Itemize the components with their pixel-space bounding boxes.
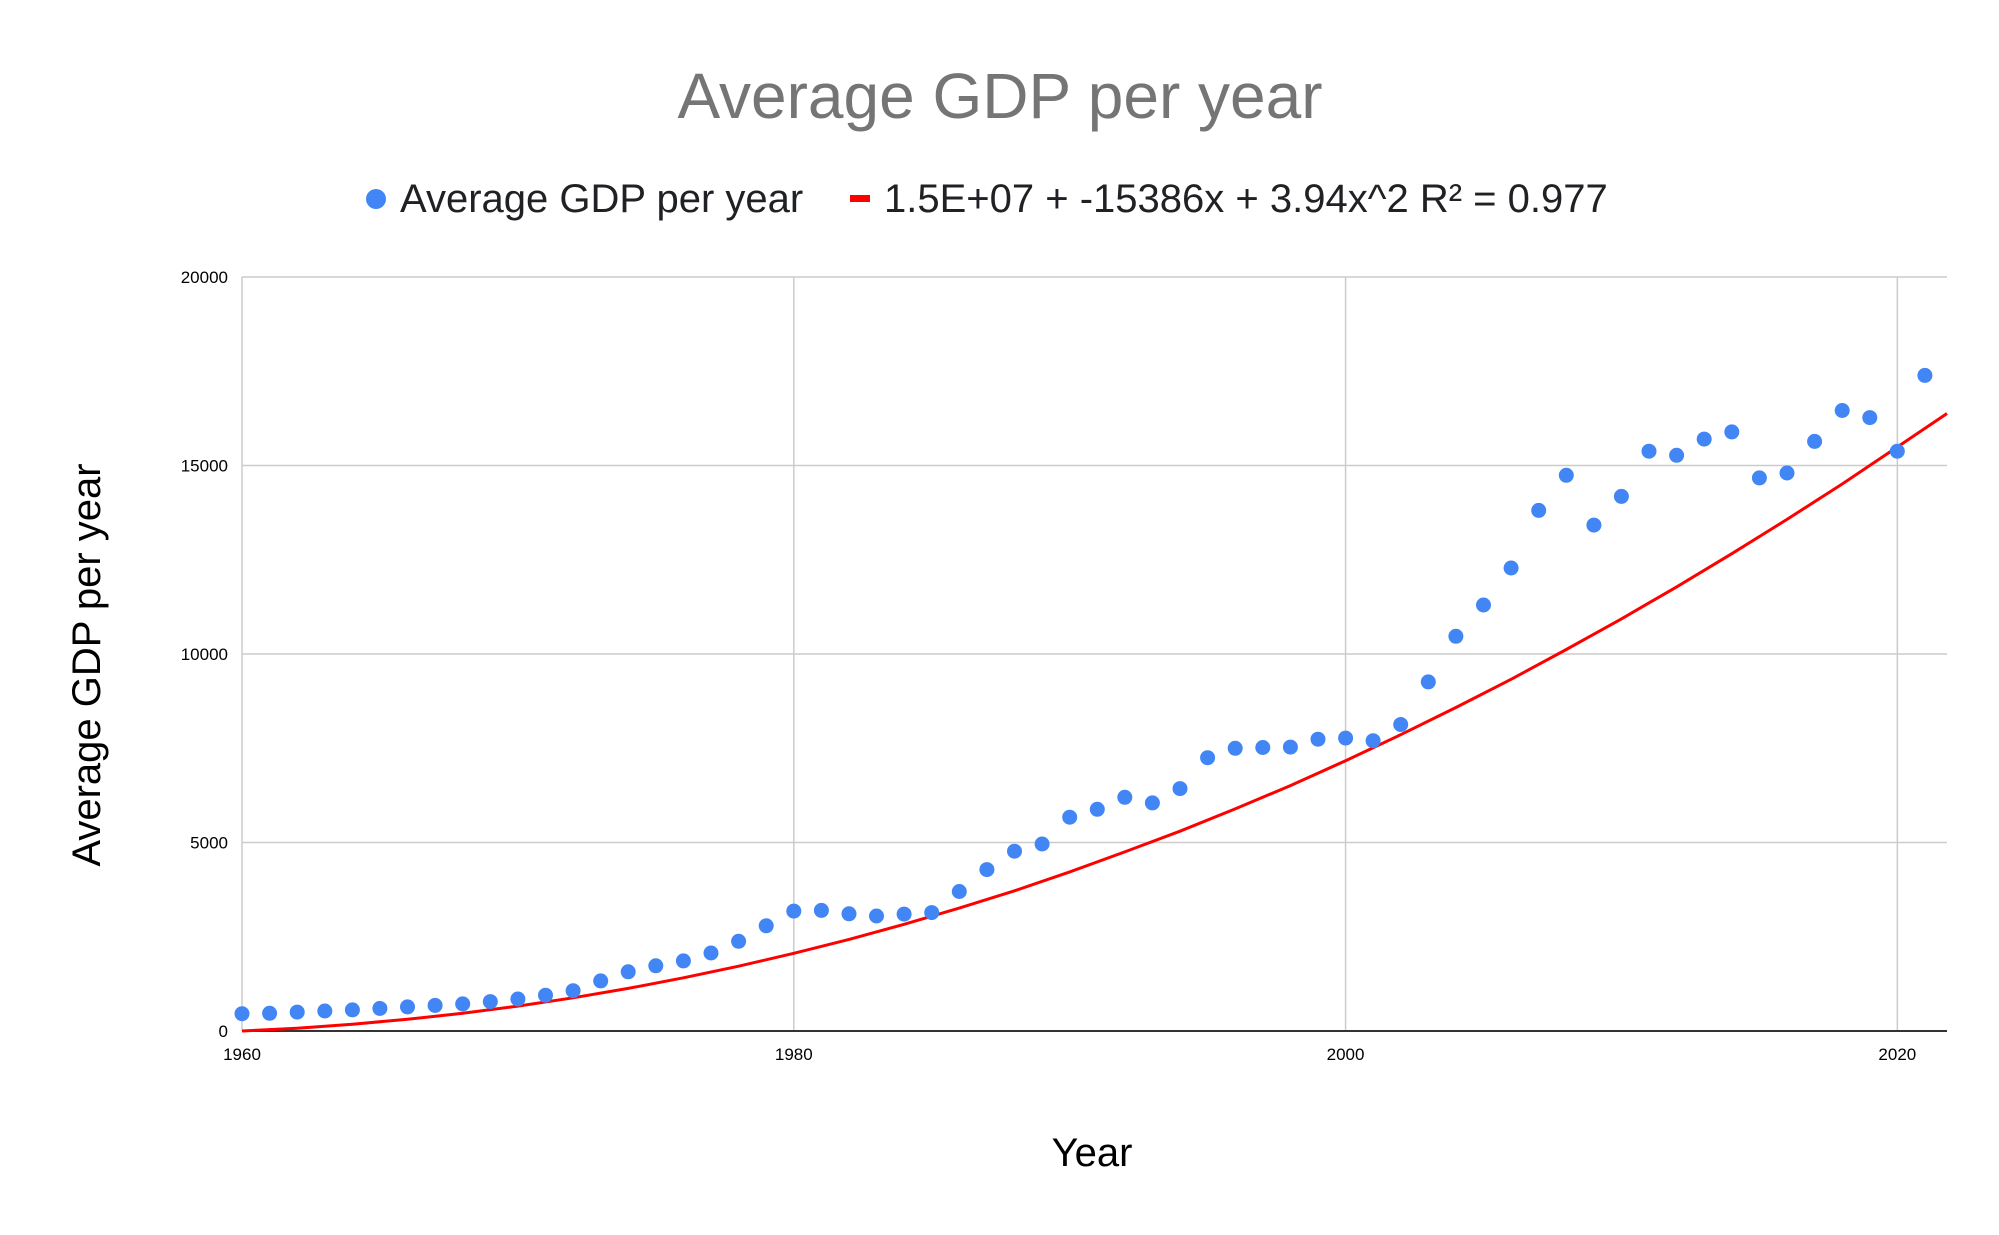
gridlines <box>241 276 1947 1032</box>
data-point <box>1282 739 1298 755</box>
data-point <box>813 902 829 918</box>
data-point <box>703 945 719 961</box>
x-tick-label: 1980 <box>775 1045 813 1064</box>
data-point <box>1751 470 1767 486</box>
data-point <box>427 997 443 1013</box>
data-point <box>482 994 498 1010</box>
legend-label-series: Average GDP per year <box>400 177 803 221</box>
data-point <box>1669 447 1685 463</box>
data-point <box>400 999 415 1015</box>
y-tick-label: 10000 <box>181 645 228 664</box>
data-point <box>924 905 940 921</box>
data-point <box>1558 467 1574 483</box>
data-point <box>565 983 581 999</box>
x-axis-label: Year <box>1052 1131 1133 1175</box>
data-point <box>1144 795 1160 811</box>
trendline <box>241 412 1948 1033</box>
data-point <box>1448 628 1464 644</box>
data-point <box>1476 597 1491 613</box>
data-point <box>620 964 636 980</box>
y-tick-label: 20000 <box>181 268 228 287</box>
data-point <box>1917 367 1933 383</box>
y-tick-label: 0 <box>219 1022 228 1041</box>
data-point <box>234 1006 250 1022</box>
data-point <box>510 991 526 1007</box>
data-point <box>1255 740 1271 755</box>
data-point <box>1117 789 1133 805</box>
data-point <box>1613 488 1629 504</box>
y-axis-label: Average GDP per year <box>65 463 109 866</box>
data-point <box>1034 836 1050 852</box>
legend: Average GDP per year 1.5E+07 + -15386x +… <box>366 177 1608 221</box>
data-point <box>1200 750 1216 766</box>
data-point <box>1503 560 1519 576</box>
x-tick-label: 1960 <box>223 1045 261 1064</box>
data-point <box>1310 731 1326 747</box>
data-point <box>1586 517 1602 533</box>
data-point <box>1393 717 1409 732</box>
legend-marker-series <box>366 189 386 209</box>
data-point <box>1172 781 1188 797</box>
y-axis-ticks: 0 5000 10000 15000 20000 <box>181 268 228 1041</box>
legend-marker-trendline <box>850 195 870 202</box>
data-point <box>1365 733 1381 749</box>
data-point <box>1889 443 1905 459</box>
data-point <box>1724 424 1740 440</box>
data-point <box>648 958 664 974</box>
data-point <box>1338 730 1354 746</box>
data-point <box>841 906 857 922</box>
data-point <box>1807 433 1823 449</box>
data-point <box>1089 801 1105 817</box>
data-point <box>731 933 747 949</box>
data-point <box>1641 443 1657 459</box>
data-point <box>262 1005 278 1021</box>
legend-label-trendline: 1.5E+07 + -15386x + 3.94x^2 R² = 0.977 <box>884 177 1608 221</box>
data-point <box>979 862 995 878</box>
data-point <box>675 953 691 969</box>
data-point <box>593 973 609 989</box>
x-tick-label: 2000 <box>1327 1045 1365 1064</box>
data-point <box>758 918 774 934</box>
x-tick-label: 2020 <box>1878 1045 1916 1064</box>
data-point <box>1834 403 1850 418</box>
data-point <box>1007 843 1022 859</box>
data-point <box>289 1004 305 1020</box>
chart-title: Average GDP per year <box>677 60 1322 132</box>
y-tick-label: 5000 <box>190 834 228 853</box>
data-point <box>455 996 471 1012</box>
data-point <box>786 903 802 919</box>
data-point <box>538 987 553 1003</box>
data-point <box>1062 809 1078 825</box>
y-tick-label: 15000 <box>181 457 228 476</box>
data-point <box>1779 465 1795 481</box>
data-points <box>234 367 1933 1022</box>
data-point <box>1696 431 1712 447</box>
data-point <box>344 1002 360 1018</box>
x-axis-ticks: 1960 1980 2000 2020 <box>223 1045 1916 1064</box>
data-point <box>317 1003 333 1019</box>
trendline-curve <box>241 412 1948 1033</box>
data-point <box>1531 502 1547 518</box>
data-point <box>1420 674 1436 690</box>
data-point <box>896 906 912 922</box>
data-point <box>372 1000 388 1016</box>
data-point <box>1227 740 1243 756</box>
data-point <box>869 908 884 924</box>
data-point <box>1862 410 1878 426</box>
data-point <box>951 884 967 899</box>
